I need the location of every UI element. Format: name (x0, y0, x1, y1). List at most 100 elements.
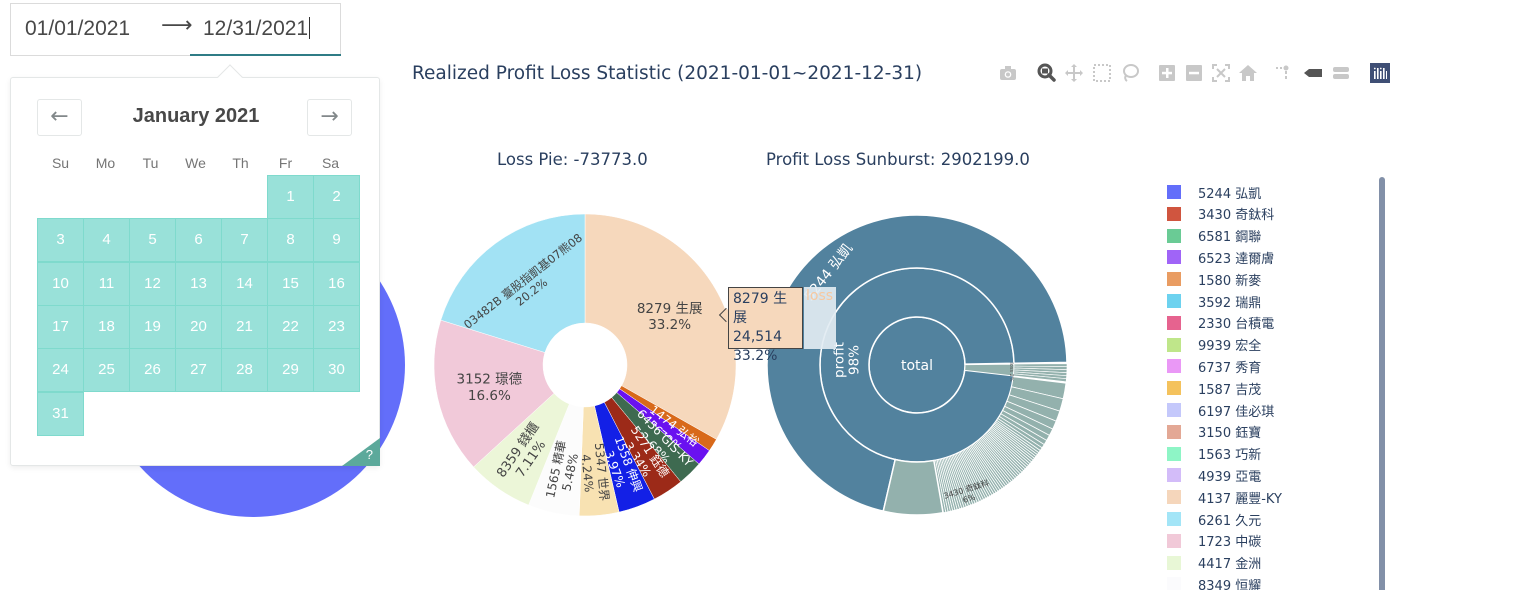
legend-label: 4939 亞電 (1198, 469, 1262, 485)
spike-lines-icon[interactable] (1272, 62, 1294, 84)
calendar-day[interactable]: 12 (129, 261, 176, 306)
weekday-header: Su Mo Tu We Th Fr Sa (38, 155, 353, 171)
pie-hover-tooltip: 8279 生展 24,514 33.2% (728, 287, 803, 364)
calendar-day[interactable]: 27 (175, 348, 222, 393)
legend-swatch (1167, 185, 1181, 199)
legend-item[interactable]: 3430 奇鈦科 (1160, 203, 1274, 225)
calendar-day[interactable]: 26 (129, 348, 176, 393)
zoom-out-icon[interactable] (1183, 62, 1205, 84)
legend-item[interactable]: 6197 佳必琪 (1160, 399, 1274, 421)
calendar-day[interactable]: 15 (267, 261, 314, 306)
loss-pie-slice-label: 5347 世界4.24% (578, 442, 612, 503)
prev-month-button[interactable]: ← (37, 99, 82, 136)
calendar-day[interactable]: 2 (313, 175, 360, 219)
legend-swatch (1167, 359, 1181, 374)
calendar-day[interactable]: 21 (221, 304, 268, 349)
calendar-day[interactable]: 9 (313, 218, 360, 263)
sunburst-3430[interactable] (882, 458, 944, 516)
plotly-logo-icon[interactable] (1369, 62, 1391, 84)
calendar-day[interactable]: 22 (267, 304, 314, 349)
keyboard-shortcuts-button[interactable] (342, 438, 380, 466)
legend-item[interactable]: 6523 達爾膚 (1160, 246, 1274, 268)
calendar-day[interactable]: 14 (221, 261, 268, 306)
loss-pie-slice[interactable] (584, 213, 737, 440)
calendar-day[interactable]: 30 (313, 348, 360, 393)
legend-item[interactable]: 4939 亞電 (1160, 464, 1261, 486)
date-range-arrow-icon: ⟶ (161, 13, 193, 38)
legend-item[interactable]: 6581 鋼聯 (1160, 225, 1261, 247)
calendar-day[interactable]: 17 (37, 304, 84, 349)
legend-scrollbar[interactable] (1379, 177, 1385, 590)
calendar-day[interactable]: 18 (83, 304, 130, 349)
legend-item[interactable]: 2330 台積電 (1160, 312, 1274, 334)
calendar-day[interactable]: 6 (175, 218, 222, 263)
calendar-day[interactable]: 20 (175, 304, 222, 349)
legend-label: 6197 佳必琪 (1198, 404, 1275, 420)
calendar-day[interactable]: 16 (313, 261, 360, 306)
legend-item[interactable]: 8349 恒耀 (1160, 573, 1261, 590)
calendar-day[interactable]: 11 (83, 261, 130, 306)
arrow-left-icon: ← (50, 104, 69, 129)
calendar-day[interactable]: 7 (221, 218, 268, 263)
legend-label: 1580 新麥 (1198, 273, 1262, 289)
legend-label: 4417 金洲 (1198, 557, 1262, 573)
pan-icon[interactable] (1063, 62, 1085, 84)
weekday-label: Tu (142, 155, 159, 171)
legend-item[interactable]: 3592 瑞鼎 (1160, 290, 1261, 312)
zoom-in-icon[interactable] (1156, 62, 1178, 84)
tooltip-value: 24,514 (733, 329, 782, 345)
sunburst-loss-segment[interactable] (1013, 373, 1067, 383)
legend-item[interactable]: 6261 久元 (1160, 508, 1261, 530)
camera-icon[interactable] (997, 62, 1019, 84)
date-range-input[interactable]: 01/01/2021 ⟶ 12/31/2021 (10, 3, 341, 56)
box-select-icon[interactable] (1091, 62, 1113, 84)
calendar-day[interactable]: 3 (37, 218, 84, 263)
loss-pie-slice[interactable] (440, 213, 586, 353)
legend-item[interactable]: 3150 鈺寶 (1160, 421, 1261, 443)
help-icon[interactable]: ? (365, 447, 373, 462)
calendar-day[interactable]: 31 (37, 391, 84, 436)
calendar-day[interactable]: 1 (267, 175, 314, 219)
legend-item[interactable]: 1580 新麥 (1160, 268, 1261, 290)
calendar-day[interactable]: 4 (83, 218, 130, 263)
legend-item[interactable]: 4137 麗豐-KY (1160, 486, 1282, 508)
loss-pie-slice[interactable] (433, 319, 555, 468)
legend-item[interactable]: 9939 宏全 (1160, 334, 1261, 356)
calendar-day[interactable]: 10 (37, 261, 84, 306)
legend-item[interactable]: 1587 吉茂 (1160, 377, 1261, 399)
legend-item[interactable]: 6737 秀育 (1160, 355, 1261, 377)
legend-label: 1587 吉茂 (1198, 382, 1262, 398)
legend-swatch (1167, 577, 1181, 590)
reset-axes-icon[interactable] (1237, 62, 1259, 84)
hover-compare-icon[interactable] (1330, 62, 1352, 84)
calendar-day[interactable]: 23 (313, 304, 360, 349)
calendar-day[interactable]: 25 (83, 348, 130, 393)
calendar-day[interactable]: 13 (175, 261, 222, 306)
calendar-day[interactable]: 28 (221, 348, 268, 393)
zoom-icon[interactable] (1035, 62, 1057, 84)
hover-closest-icon[interactable] (1302, 62, 1324, 84)
tooltip-label: 8279 生展 (733, 291, 788, 326)
legend-label: 3430 奇鈦科 (1198, 208, 1275, 224)
next-month-button[interactable]: → (307, 99, 352, 136)
calendar-day[interactable]: 5 (129, 218, 176, 263)
legend-swatch (1167, 468, 1181, 483)
start-date-input[interactable]: 01/01/2021 (25, 17, 131, 40)
autoscale-icon[interactable] (1210, 62, 1232, 84)
calendar-day[interactable]: 19 (129, 304, 176, 349)
legend-item[interactable]: 1563 巧新 (1160, 443, 1261, 465)
calendar-day[interactable]: 8 (267, 218, 314, 263)
end-date-input[interactable]: 12/31/2021 (203, 17, 311, 41)
legend-label: 3150 鈺寶 (1198, 426, 1262, 442)
calendar-day[interactable]: 29 (267, 348, 314, 393)
legend-item[interactable]: 4417 金洲 (1160, 552, 1261, 574)
sunburst-segment[interactable] (933, 460, 944, 514)
legend-item[interactable]: 1723 中碳 (1160, 530, 1261, 552)
legend-item[interactable]: 5244 弘凱 (1160, 181, 1261, 203)
calendar-day[interactable]: 24 (37, 348, 84, 393)
weekday-label: Mo (95, 155, 116, 171)
lasso-select-icon[interactable] (1119, 62, 1141, 84)
